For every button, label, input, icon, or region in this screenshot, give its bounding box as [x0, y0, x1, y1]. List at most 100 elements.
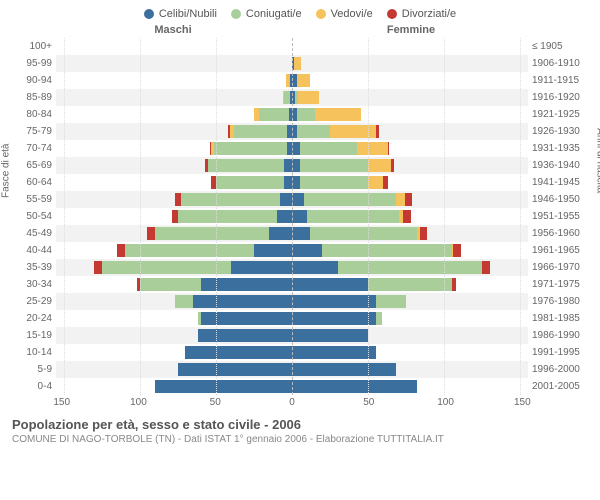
bar-segment	[292, 380, 417, 393]
bar-segment	[178, 210, 277, 223]
bar-segment	[315, 108, 361, 121]
age-label: 80-84	[10, 109, 56, 120]
male-bar	[56, 176, 292, 189]
legend-label: Vedovi/e	[331, 8, 373, 20]
legend-swatch	[144, 9, 154, 19]
female-bar	[292, 210, 528, 223]
pyramid-row: 25-291976-1980	[10, 293, 590, 310]
pyramid-row: 10-14 1991-1995	[10, 344, 590, 361]
bar-segment	[125, 244, 254, 257]
bar-segment	[216, 176, 285, 189]
male-bar	[56, 278, 292, 291]
year-label: 1911-1915	[528, 75, 590, 86]
pyramid-row: 55-591946-1950	[10, 191, 590, 208]
female-bar	[292, 227, 528, 240]
bar-segment	[259, 108, 289, 121]
female-bar	[292, 329, 528, 342]
bar-segment	[201, 278, 292, 291]
bar-segment	[383, 176, 388, 189]
year-label: 1941-1945	[528, 177, 590, 188]
legend-swatch	[316, 9, 326, 19]
yaxis-right-title: Anni di nascita	[595, 128, 600, 193]
x-tick: 0	[289, 397, 295, 408]
age-label: 95-99	[10, 58, 56, 69]
bar-segment	[294, 57, 302, 70]
age-label: 40-44	[10, 245, 56, 256]
age-label: 85-89	[10, 92, 56, 103]
zero-line	[292, 38, 293, 395]
pyramid-row: 75-791926-1930	[10, 123, 590, 140]
year-label: 2001-2005	[528, 381, 590, 392]
bar-segment	[376, 312, 382, 325]
male-bar	[56, 108, 292, 121]
bar-segment	[368, 176, 383, 189]
female-bar	[292, 312, 528, 325]
bar-segment	[292, 244, 322, 257]
male-bar	[56, 329, 292, 342]
bar-segment	[292, 176, 300, 189]
year-label: 1991-1995	[528, 347, 590, 358]
bar-segment	[322, 244, 451, 257]
legend-swatch	[387, 9, 397, 19]
x-axis: 15010050050100150	[8, 397, 592, 411]
pyramid-row: 80-841921-1925	[10, 106, 590, 123]
x-tick: 50	[210, 397, 221, 408]
year-label: 1906-1910	[528, 58, 590, 69]
male-bar	[56, 227, 292, 240]
column-headers: Maschi Femmine	[8, 24, 592, 36]
year-label: 1936-1940	[528, 160, 590, 171]
age-label: 20-24	[10, 313, 56, 324]
year-label: 1976-1980	[528, 296, 590, 307]
bar-segment	[368, 159, 391, 172]
header-male: Maschi	[54, 24, 292, 36]
bar-segment	[277, 210, 292, 223]
age-label: 45-49	[10, 228, 56, 239]
age-label: 15-19	[10, 330, 56, 341]
bar-segment	[292, 329, 368, 342]
age-label: 0-4	[10, 381, 56, 392]
age-label: 35-39	[10, 262, 56, 273]
bar-segment	[297, 74, 311, 87]
bar-segment	[298, 91, 319, 104]
bar-segment	[292, 312, 376, 325]
bar-segment	[147, 227, 155, 240]
female-bar	[292, 40, 528, 53]
age-label: 65-69	[10, 160, 56, 171]
pyramid-row: 85-891916-1920	[10, 89, 590, 106]
bar-segment	[403, 210, 411, 223]
male-bar	[56, 210, 292, 223]
bar-segment	[208, 159, 284, 172]
male-bar	[56, 142, 292, 155]
bar-segment	[292, 210, 307, 223]
year-label: 1956-1960	[528, 228, 590, 239]
bar-segment	[234, 125, 287, 138]
year-label: 1951-1955	[528, 211, 590, 222]
legend: Celibi/NubiliConiugati/eVedovi/eDivorzia…	[8, 8, 592, 20]
bar-segment	[304, 193, 395, 206]
header-female: Femmine	[292, 24, 530, 36]
bar-segment	[198, 329, 292, 342]
bar-segment	[292, 363, 396, 376]
male-bar	[56, 380, 292, 393]
bar-segment	[391, 159, 394, 172]
age-label: 10-14	[10, 347, 56, 358]
female-bar	[292, 346, 528, 359]
x-tick: 100	[130, 397, 147, 408]
female-bar	[292, 142, 528, 155]
pyramid-row: 50-541951-1955	[10, 208, 590, 225]
male-bar	[56, 159, 292, 172]
male-bar	[56, 74, 292, 87]
chart-title: Popolazione per età, sesso e stato civil…	[12, 417, 588, 432]
female-bar	[292, 295, 528, 308]
age-label: 55-59	[10, 194, 56, 205]
pyramid-row: 65-69 1936-1940	[10, 157, 590, 174]
pyramid-row: 15-191986-1990	[10, 327, 590, 344]
bar-segment	[330, 125, 376, 138]
plot-wrapper: Fasce di età Anni di nascita 100+≤ 19059…	[8, 38, 592, 395]
age-label: 90-94	[10, 75, 56, 86]
bar-segment	[388, 142, 390, 155]
age-label: 5-9	[10, 364, 56, 375]
bar-segment	[140, 278, 201, 291]
bar-segment	[292, 159, 300, 172]
male-bar	[56, 193, 292, 206]
